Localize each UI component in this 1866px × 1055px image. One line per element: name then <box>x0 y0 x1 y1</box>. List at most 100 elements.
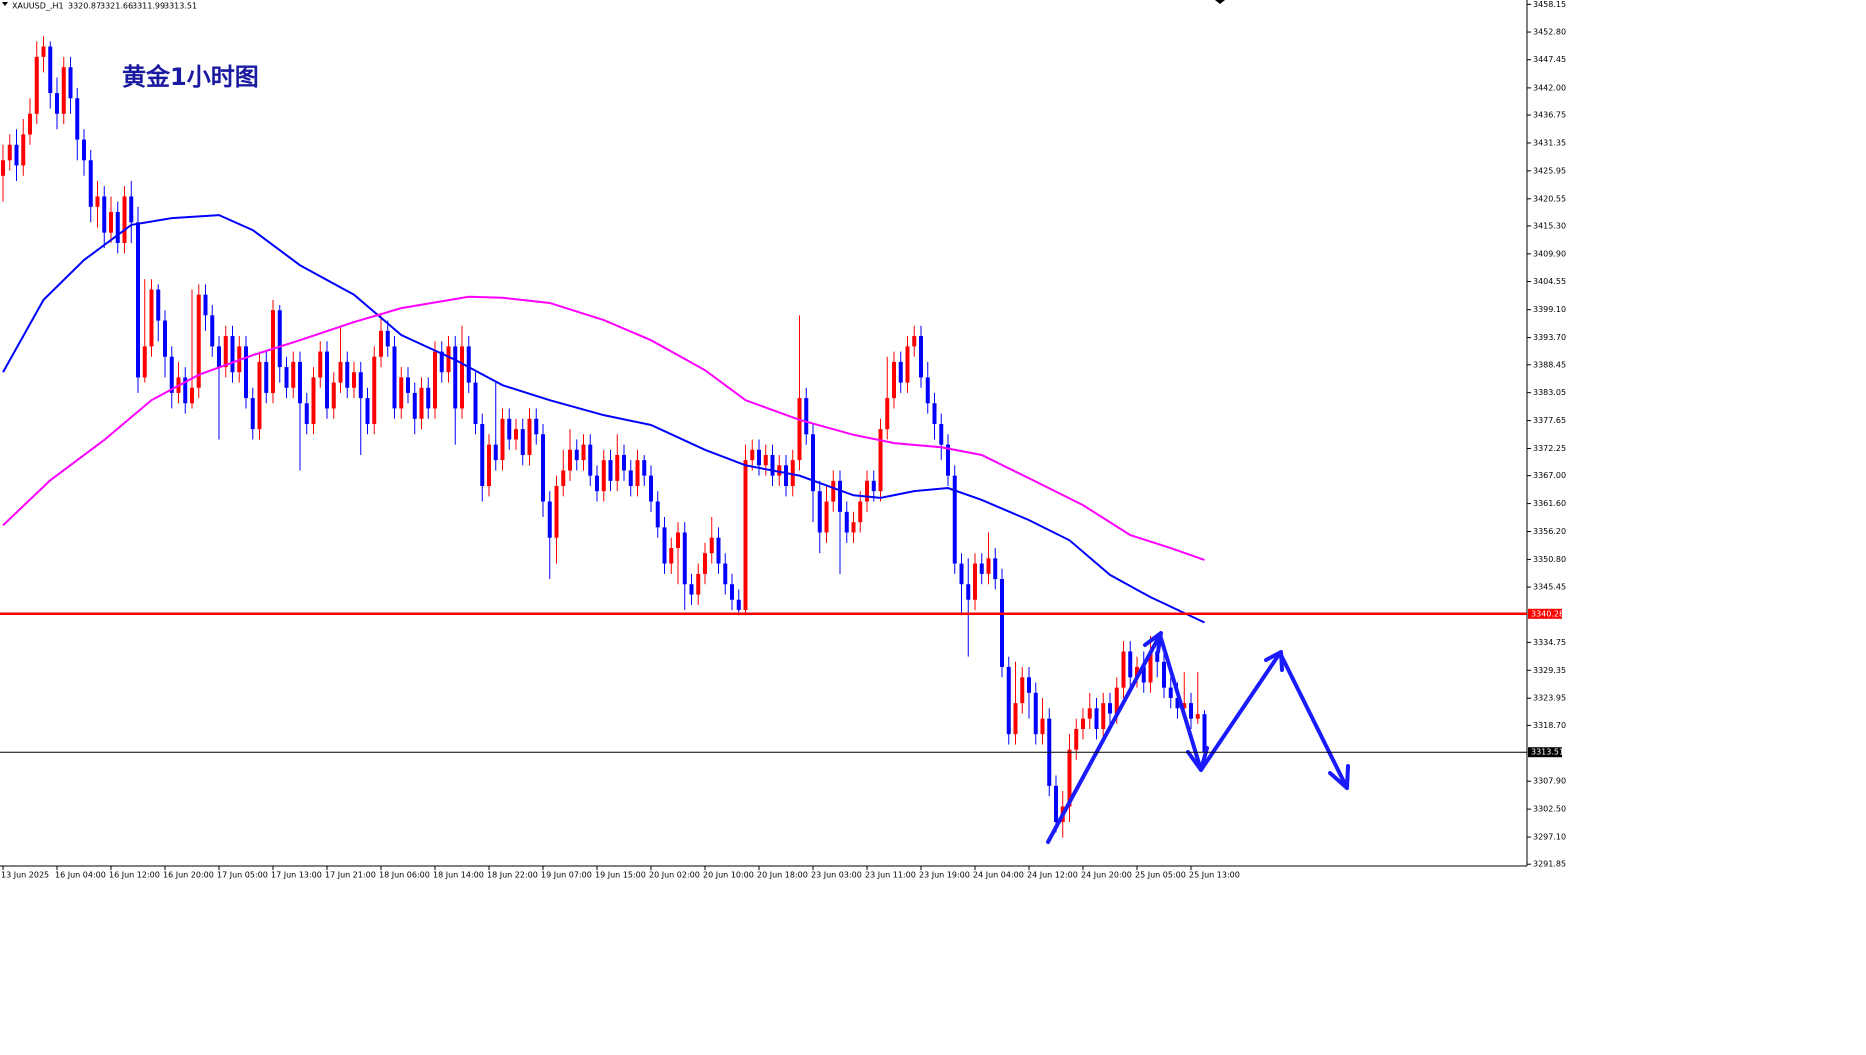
candle-body <box>1182 703 1187 709</box>
candle-body <box>932 403 937 424</box>
candle-body <box>1094 708 1099 729</box>
candle-body <box>919 336 923 378</box>
price-label: 3340.28 <box>1531 609 1564 618</box>
candle-body <box>318 351 323 378</box>
candle-body <box>149 289 154 347</box>
y-tick-label: 3334.75 <box>1533 638 1566 647</box>
arrow-head <box>1328 764 1350 790</box>
candle-body <box>885 398 890 430</box>
candle-body <box>763 454 768 466</box>
y-tick-label: 3442.00 <box>1533 83 1566 92</box>
candle-body <box>1 160 5 176</box>
symbol: XAUUSD_,H1 <box>12 2 64 11</box>
candle-body <box>925 377 930 404</box>
candle-body <box>574 449 579 461</box>
candle-body <box>500 418 505 461</box>
candle-body <box>426 387 431 409</box>
candle-body <box>993 558 998 580</box>
price-label-box <box>1528 608 1562 619</box>
candle-body <box>628 470 633 486</box>
candle-body <box>183 377 188 404</box>
candle-body <box>527 418 532 455</box>
candle-body <box>109 211 113 233</box>
candle-body <box>372 356 377 424</box>
candle-body <box>379 330 383 357</box>
candle-body <box>169 356 174 393</box>
candle-body <box>1013 703 1018 735</box>
trade-marker <box>1215 0 1225 4</box>
x-tick-label: 18 Jun 22:00 <box>487 871 538 880</box>
y-tick-label: 3452.80 <box>1533 28 1566 37</box>
candle-body <box>331 382 336 409</box>
candle-body <box>1195 714 1200 719</box>
candle-body <box>291 361 296 388</box>
candle-body <box>966 584 971 600</box>
candle-body <box>615 454 620 481</box>
y-tick-label: 3458.15 <box>1533 0 1566 9</box>
candle-body <box>655 501 660 528</box>
candle-body <box>1189 703 1193 719</box>
candle-body <box>122 196 127 243</box>
candle-body <box>298 361 302 404</box>
candle-body <box>871 480 876 492</box>
arrow-head <box>1264 650 1284 672</box>
candle-body <box>385 330 390 347</box>
x-tick-label: 18 Jun 14:00 <box>433 871 484 880</box>
y-tick-label: 3297.10 <box>1533 833 1566 842</box>
x-tick-label: 16 Jun 12:00 <box>109 871 160 880</box>
candle-body <box>1162 661 1166 688</box>
candle-body <box>217 346 221 368</box>
candle-body <box>757 449 761 466</box>
candle-body <box>446 346 451 373</box>
candle-body <box>1033 692 1038 735</box>
candle-body <box>338 361 343 383</box>
candle-body <box>534 418 539 435</box>
candle-body <box>210 315 215 347</box>
candle-body <box>250 398 255 430</box>
price-label: 3313.51 <box>1531 748 1564 757</box>
candle-body <box>1081 718 1085 729</box>
candle-body <box>61 67 66 114</box>
candle-body <box>480 423 485 486</box>
candle-body <box>487 444 491 486</box>
y-tick-label: 3431.35 <box>1533 138 1566 147</box>
candle-body <box>352 372 356 388</box>
candle-body <box>1006 666 1011 735</box>
candle-body <box>669 548 674 564</box>
candle-body <box>190 387 194 404</box>
y-tick-label: 3404.55 <box>1533 277 1566 286</box>
candle-body <box>311 377 316 424</box>
y-tick-label: 3415.30 <box>1533 221 1566 230</box>
candle-body <box>588 444 593 476</box>
x-tick-label: 24 Jun 20:00 <box>1081 871 1132 880</box>
y-tick-label: 3350.80 <box>1533 555 1566 564</box>
candle-body <box>676 532 680 549</box>
candle-body <box>473 382 478 424</box>
candle-body <box>1114 687 1119 714</box>
candle-body <box>1000 579 1004 667</box>
candle-body <box>898 361 903 383</box>
candle-body <box>1141 666 1146 683</box>
moving-average <box>2 214 1205 624</box>
y-tick-label: 3436.75 <box>1533 111 1566 120</box>
candle-body <box>399 377 404 409</box>
candle-body <box>163 320 167 357</box>
candle-body <box>466 346 471 383</box>
candle-body <box>912 336 917 347</box>
candle-body <box>581 444 586 461</box>
candle-body <box>736 599 741 611</box>
candle-body <box>716 537 721 564</box>
x-tick-label: 18 Jun 06:00 <box>379 871 430 880</box>
candle-body <box>946 444 950 476</box>
candle-body <box>115 211 120 243</box>
candle-body <box>1108 703 1112 714</box>
y-tick-label: 3388.45 <box>1533 360 1566 369</box>
candle-body <box>230 336 235 373</box>
y-tick-label: 3291.85 <box>1533 860 1566 869</box>
y-tick-label: 3307.90 <box>1533 777 1566 786</box>
candle-body <box>844 511 849 533</box>
symbol-marker <box>2 2 8 6</box>
x-tick-label: 16 Jun 04:00 <box>55 871 106 880</box>
candle-body <box>986 558 991 574</box>
y-tick-label: 3420.55 <box>1533 194 1566 203</box>
